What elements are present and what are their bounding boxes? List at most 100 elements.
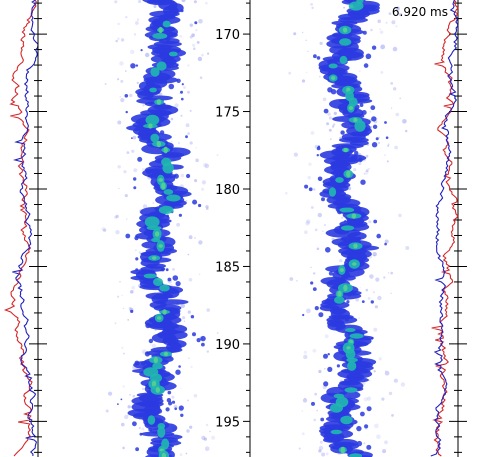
- spray-haze-particle: [216, 332, 219, 334]
- spray-haze-particle: [358, 317, 360, 319]
- spray-droplet: [175, 64, 179, 67]
- right-profile-panel: [430, 0, 467, 457]
- spray-haze-particle: [173, 404, 178, 409]
- spray-haze-particle: [388, 12, 392, 16]
- spray-dense-region: [335, 177, 344, 183]
- spray-haze-particle: [298, 447, 301, 450]
- spray-droplet: [149, 101, 153, 106]
- spray-haze-particle: [384, 440, 388, 445]
- spray-haze-particle: [188, 357, 190, 360]
- spray-haze-particle: [310, 206, 314, 209]
- spray-haze-particle: [398, 12, 403, 17]
- spray-haze-particle: [399, 97, 402, 100]
- spray-haze-particle: [189, 35, 193, 39]
- spray-haze-particle: [195, 147, 197, 149]
- spray-haze-particle: [198, 273, 201, 276]
- spray-droplet: [200, 335, 206, 342]
- spray-haze-particle: [382, 449, 387, 454]
- spray-haze-particle: [322, 230, 324, 232]
- spray-peak-region: [156, 140, 161, 148]
- spray-haze-particle: [132, 135, 137, 140]
- spray-haze-particle: [333, 111, 337, 115]
- spray-haze-particle: [339, 259, 343, 263]
- spray-haze-particle: [198, 19, 203, 24]
- spray-droplet: [172, 275, 179, 281]
- spray-haze-particle: [373, 370, 376, 373]
- spray-haze-particle: [324, 224, 326, 226]
- spray-haze-particle: [203, 437, 207, 441]
- spray-dense-region: [330, 403, 343, 413]
- spray-dense-region: [340, 415, 353, 425]
- spray-dense-region: [158, 205, 174, 215]
- spray-peak-region: [346, 170, 351, 178]
- spray-dense-region: [168, 51, 178, 57]
- spray-haze-particle: [187, 132, 190, 135]
- spray-haze-particle: [196, 41, 200, 44]
- spray-haze-particle: [114, 0, 118, 4]
- spray-haze-particle: [141, 387, 145, 391]
- spray-droplet: [318, 312, 324, 318]
- profile-red-series: [431, 0, 459, 457]
- spray-droplet: [159, 130, 165, 135]
- spray-droplet: [130, 309, 134, 313]
- spray-droplet: [161, 268, 165, 272]
- spray-haze-particle: [197, 56, 203, 62]
- spray-haze-particle: [187, 399, 190, 402]
- spray-haze-particle: [206, 207, 209, 210]
- spray-haze-particle: [359, 287, 361, 289]
- spray-droplet: [144, 351, 150, 357]
- spray-droplet: [175, 369, 181, 375]
- spray-haze-particle: [183, 86, 186, 89]
- spray-haze-particle: [185, 452, 188, 455]
- spray-droplet: [327, 366, 333, 372]
- spray-haze-particle: [114, 215, 118, 219]
- spray-droplet: [146, 78, 149, 81]
- spray-haze-particle: [121, 294, 123, 296]
- spray-haze-particle: [384, 154, 386, 157]
- spray-dense-region: [328, 187, 337, 197]
- spray-droplet: [175, 281, 181, 287]
- spray-peak-region: [157, 316, 162, 320]
- spray-droplet: [139, 432, 143, 436]
- spray-haze-particle: [311, 6, 314, 10]
- spray-haze-particle: [129, 93, 133, 98]
- spray-haze-particle: [135, 21, 139, 25]
- spray-haze-particle: [158, 92, 163, 97]
- spray-dense-region: [151, 237, 161, 243]
- spray-haze-particle: [378, 357, 382, 361]
- spray-droplet: [327, 353, 330, 356]
- y-tick-label: 175: [215, 106, 240, 121]
- spray-droplet: [342, 69, 348, 75]
- spray-haze-particle: [125, 16, 128, 19]
- spray-haze-particle: [304, 230, 308, 234]
- spray-haze-particle: [119, 61, 124, 66]
- spray-droplet: [133, 177, 137, 181]
- spray-haze-particle: [301, 410, 304, 412]
- spray-haze-particle: [316, 409, 319, 412]
- spray-haze-particle: [133, 33, 137, 36]
- spray-droplet: [131, 137, 133, 140]
- spray-droplet: [192, 332, 196, 337]
- spray-droplet: [336, 364, 340, 368]
- y-tick-label: 185: [215, 260, 240, 275]
- time-readout: 6.920 ms: [392, 5, 448, 19]
- spray-haze-particle: [187, 310, 191, 314]
- spray-haze-particle: [118, 187, 120, 190]
- spray-haze-particle: [313, 188, 316, 191]
- spray-haze-particle: [141, 427, 145, 431]
- spray-haze-particle: [126, 218, 128, 220]
- spray-haze-particle: [126, 414, 129, 417]
- spray-haze-particle: [381, 397, 385, 401]
- spray-haze-particle: [327, 112, 331, 116]
- spray-droplet: [133, 186, 137, 190]
- spray-droplet: [352, 154, 358, 160]
- spray-droplet: [366, 444, 372, 450]
- spray-haze-particle: [122, 446, 125, 450]
- spray-droplet: [166, 214, 169, 218]
- spray-haze-particle: [393, 87, 397, 91]
- spray-droplet: [321, 197, 325, 202]
- spray-haze-particle: [133, 168, 138, 173]
- spray-haze-particle: [367, 297, 371, 300]
- spray-dense-region: [150, 67, 160, 77]
- y-tick-label: 180: [215, 183, 240, 198]
